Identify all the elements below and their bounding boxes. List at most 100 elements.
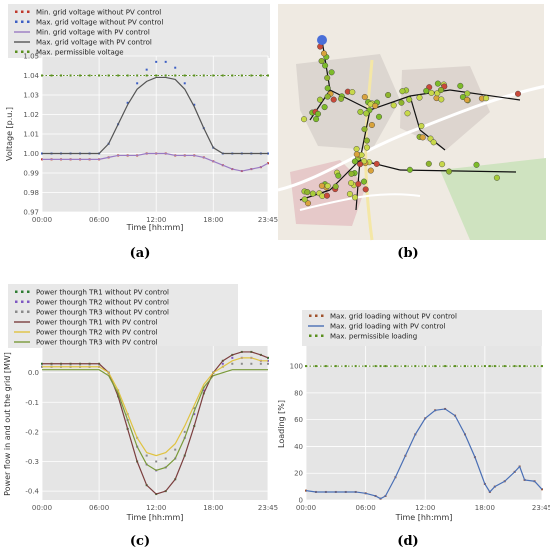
series-line — [42, 369, 268, 472]
data-point — [513, 365, 516, 368]
legend-marker — [15, 20, 18, 23]
data-point — [221, 362, 224, 365]
legend-marker — [309, 334, 312, 337]
legend-marker — [27, 20, 30, 23]
data-point — [334, 365, 337, 368]
data-point — [193, 407, 196, 410]
panel-d-loading-chart: 00:00 06:00 12:00 18:00 23:45 0 20 40 60 80 100 Ma… — [277, 310, 550, 549]
tick-labels: 00:00 06:00 12:00 18:00 23:45 0.97 0.98 0.99 1.0… — [23, 53, 278, 225]
legend-marker — [15, 300, 18, 303]
data-point — [250, 74, 253, 77]
legend-label: Power thourgh TR2 with PV control — [36, 329, 158, 337]
legend-marker — [21, 20, 24, 23]
map-area-east — [400, 66, 490, 150]
legend-marker — [27, 50, 30, 53]
y-tick-label: 0.0 — [28, 369, 39, 377]
map-grid-node — [324, 93, 331, 100]
x-axis-label: Time [hh:mm] — [126, 223, 184, 232]
data-point — [374, 365, 377, 368]
map-grid-line — [399, 169, 517, 173]
data-point — [145, 68, 148, 71]
data-point — [250, 362, 253, 365]
map-grid-node — [355, 180, 362, 187]
map-grid-node — [418, 122, 425, 129]
data-point — [212, 74, 215, 77]
y-tick-label: 1.02 — [23, 111, 39, 119]
map-grid-node — [335, 172, 342, 179]
series-line — [42, 351, 269, 495]
plot-area — [42, 346, 268, 500]
legend-marker — [315, 314, 318, 317]
x-tick-label: 23:45 — [532, 504, 550, 512]
map-grid-node — [321, 50, 328, 57]
legend-marker — [27, 290, 30, 293]
panel-b-grid-map: (b) — [277, 4, 547, 261]
legend-label: Power thourgh TR3 without PV control — [36, 309, 169, 317]
map-grid-node — [353, 145, 360, 152]
map-grid-node — [353, 151, 360, 158]
data-point — [117, 74, 120, 77]
map-grid-line — [449, 89, 521, 101]
legend-marker — [21, 50, 24, 53]
data-point — [126, 101, 129, 104]
map-transformer-marker — [317, 35, 327, 45]
map-grid-node — [483, 95, 490, 102]
map-grid-node — [352, 194, 359, 201]
data-point — [183, 82, 186, 85]
map-grid-node — [309, 190, 316, 197]
data-point — [259, 74, 262, 77]
series-group — [41, 350, 269, 496]
legend-label: Power thourgh TR3 with PV control — [36, 339, 158, 347]
data-point — [174, 448, 177, 451]
map-grid-node — [423, 87, 430, 94]
map-grid-node — [434, 80, 441, 87]
map-grid-node — [515, 90, 522, 97]
legend-marker — [15, 50, 18, 53]
map-grid-node — [367, 167, 374, 174]
data-point — [384, 365, 387, 368]
x-tick-label: 12:00 — [146, 216, 166, 224]
map-grid-node — [406, 166, 413, 173]
panel-a-voltage-chart: 00:00 06:00 12:00 18:00 23:45 0.97 0.98 0.99 1.0… — [5, 4, 278, 261]
legend-box — [302, 310, 542, 346]
map-grid-node — [349, 89, 356, 96]
series-line — [305, 408, 543, 500]
map-grid-node — [321, 104, 328, 111]
legend-label: Min. grid voltage with PV control — [36, 29, 150, 37]
x-tick-label: 12:00 — [415, 504, 435, 512]
legend: Power thourgh TR1 without PV control Powe… — [14, 289, 169, 347]
data-point — [145, 74, 148, 77]
x-tick-label: 18:00 — [475, 504, 495, 512]
x-tick-label: 18:00 — [203, 216, 223, 224]
map-grid-node — [368, 121, 375, 128]
map-area-green — [440, 158, 546, 240]
panel-label: (d) — [397, 534, 418, 549]
map-grid-node — [446, 168, 453, 175]
legend-marker — [321, 334, 324, 337]
data-point — [183, 430, 186, 433]
map-grid-node — [364, 144, 371, 151]
data-point — [183, 74, 186, 77]
plot-area — [306, 346, 542, 500]
y-axis-label: Loading [%] — [277, 400, 286, 448]
legend-label: Max. grid voltage without PV control — [36, 19, 163, 27]
map-grid-node — [430, 139, 437, 146]
legend-marker — [315, 334, 318, 337]
grid — [305, 346, 543, 501]
map-grid-node — [493, 174, 500, 181]
panel-c-power-chart: 00:00 06:00 12:00 18:00 23:45 -0.4 -0.3 -0.2 -0.… — [3, 284, 278, 549]
x-axis-label: Time [hh:mm] — [126, 513, 184, 522]
legend-label: Max. permissible voltage — [36, 49, 124, 57]
map-grid-node — [406, 96, 413, 103]
data-point — [231, 362, 234, 365]
legend-label: Max. grid voltage with PV control — [36, 39, 152, 47]
map-grid-node — [372, 102, 379, 109]
panel-label: (b) — [397, 246, 418, 261]
map-grid-node — [338, 95, 345, 102]
data-point — [267, 362, 269, 365]
data-point — [164, 457, 167, 460]
map-grid-node — [317, 96, 324, 103]
legend-label: Power thourgh TR2 without PV control — [36, 299, 169, 307]
legend: Max. grid loading without PV control Max.… — [308, 313, 457, 341]
